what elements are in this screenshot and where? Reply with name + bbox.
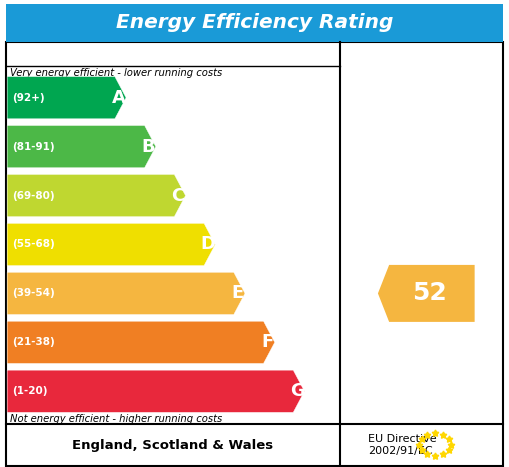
Polygon shape — [7, 321, 275, 363]
Text: Energy Efficiency Rating: Energy Efficiency Rating — [116, 14, 393, 32]
Text: D: D — [201, 235, 215, 254]
Text: (21-38): (21-38) — [12, 337, 55, 347]
Polygon shape — [7, 223, 215, 266]
Text: 2002/91/EC: 2002/91/EC — [368, 446, 433, 456]
Text: Very energy efficient - lower running costs: Very energy efficient - lower running co… — [10, 68, 222, 78]
Polygon shape — [7, 77, 126, 119]
Text: Not energy efficient - higher running costs: Not energy efficient - higher running co… — [10, 414, 222, 424]
Text: (92+): (92+) — [12, 92, 45, 103]
Text: E: E — [232, 284, 244, 303]
Polygon shape — [7, 272, 245, 314]
Text: (81-91): (81-91) — [12, 142, 55, 152]
Polygon shape — [7, 370, 304, 412]
Polygon shape — [7, 175, 185, 217]
Text: (55-68): (55-68) — [12, 240, 55, 249]
Bar — [6, 4, 503, 42]
Text: B: B — [142, 138, 155, 156]
Text: (69-80): (69-80) — [12, 191, 55, 200]
Text: C: C — [172, 186, 185, 205]
Text: EU Directive: EU Directive — [368, 434, 437, 444]
Text: 52: 52 — [412, 282, 447, 305]
Text: A: A — [112, 89, 126, 106]
Text: (1-20): (1-20) — [12, 386, 48, 396]
Polygon shape — [7, 126, 156, 168]
Text: F: F — [261, 333, 273, 351]
Text: G: G — [290, 382, 304, 400]
Text: England, Scotland & Wales: England, Scotland & Wales — [72, 439, 274, 452]
Text: (39-54): (39-54) — [12, 289, 55, 298]
Polygon shape — [378, 265, 474, 322]
